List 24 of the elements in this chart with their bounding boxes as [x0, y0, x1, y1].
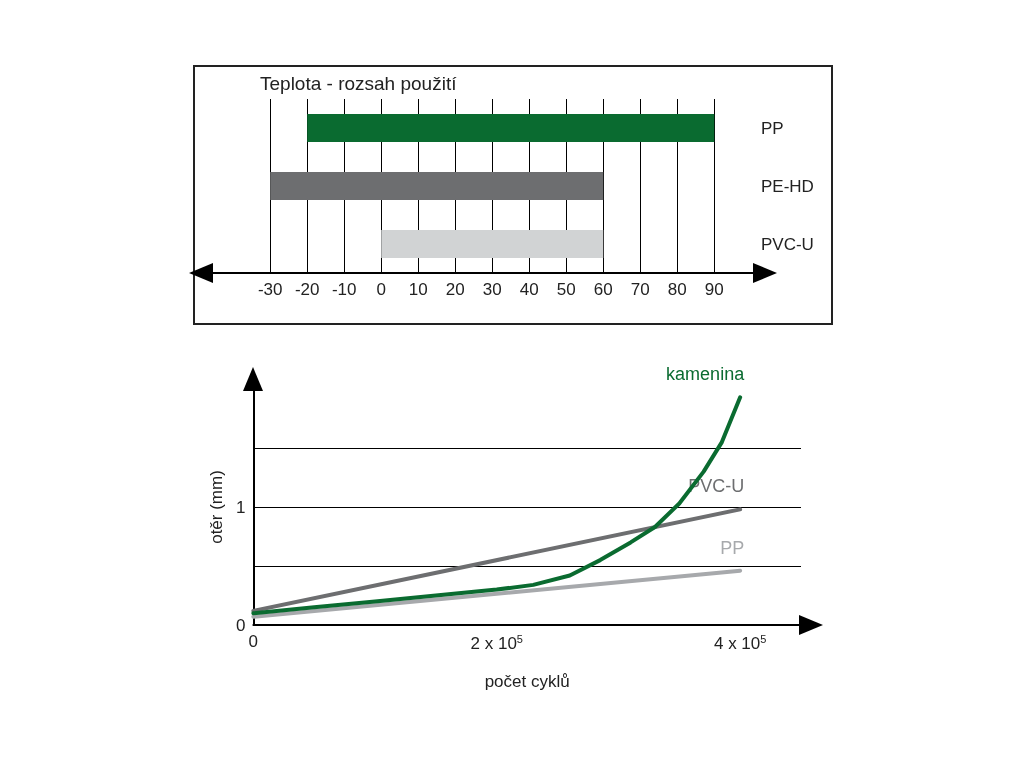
x-tick-label: -30 [257, 280, 283, 299]
y-tick-label: PVC-U [761, 234, 814, 254]
x-tick-label: 60 [593, 280, 613, 299]
x-tick-label: -10 [331, 280, 357, 299]
x-tick-label: 80 [667, 280, 687, 299]
x-tick-label: 30 [482, 280, 502, 299]
x-tick-label: 70 [630, 280, 650, 299]
x-tick-label: 90 [704, 280, 724, 299]
x-tick-label: -20 [294, 280, 320, 299]
series-label: PP [720, 537, 745, 558]
y-tick-label: PE-HD [761, 176, 814, 196]
x-tick-label: 20 [445, 280, 465, 299]
x-axis-title: počet cyklů [484, 672, 570, 691]
line-series [251, 395, 743, 616]
x-tick-label: 40 [519, 280, 539, 299]
x-tick-label: 0 [248, 632, 259, 651]
y-tick-label: PP [761, 118, 784, 138]
x-tick-label: 0 [376, 280, 386, 299]
x-tick-label: 50 [556, 280, 576, 299]
chart-title: Teplota - rozsah použití [260, 73, 458, 94]
y-axis-title: otěr (mm) [207, 470, 226, 544]
x-tick-label: 10 [408, 280, 428, 299]
series-label: kamenina [666, 364, 746, 385]
y-tick-label: 1 [235, 497, 246, 517]
